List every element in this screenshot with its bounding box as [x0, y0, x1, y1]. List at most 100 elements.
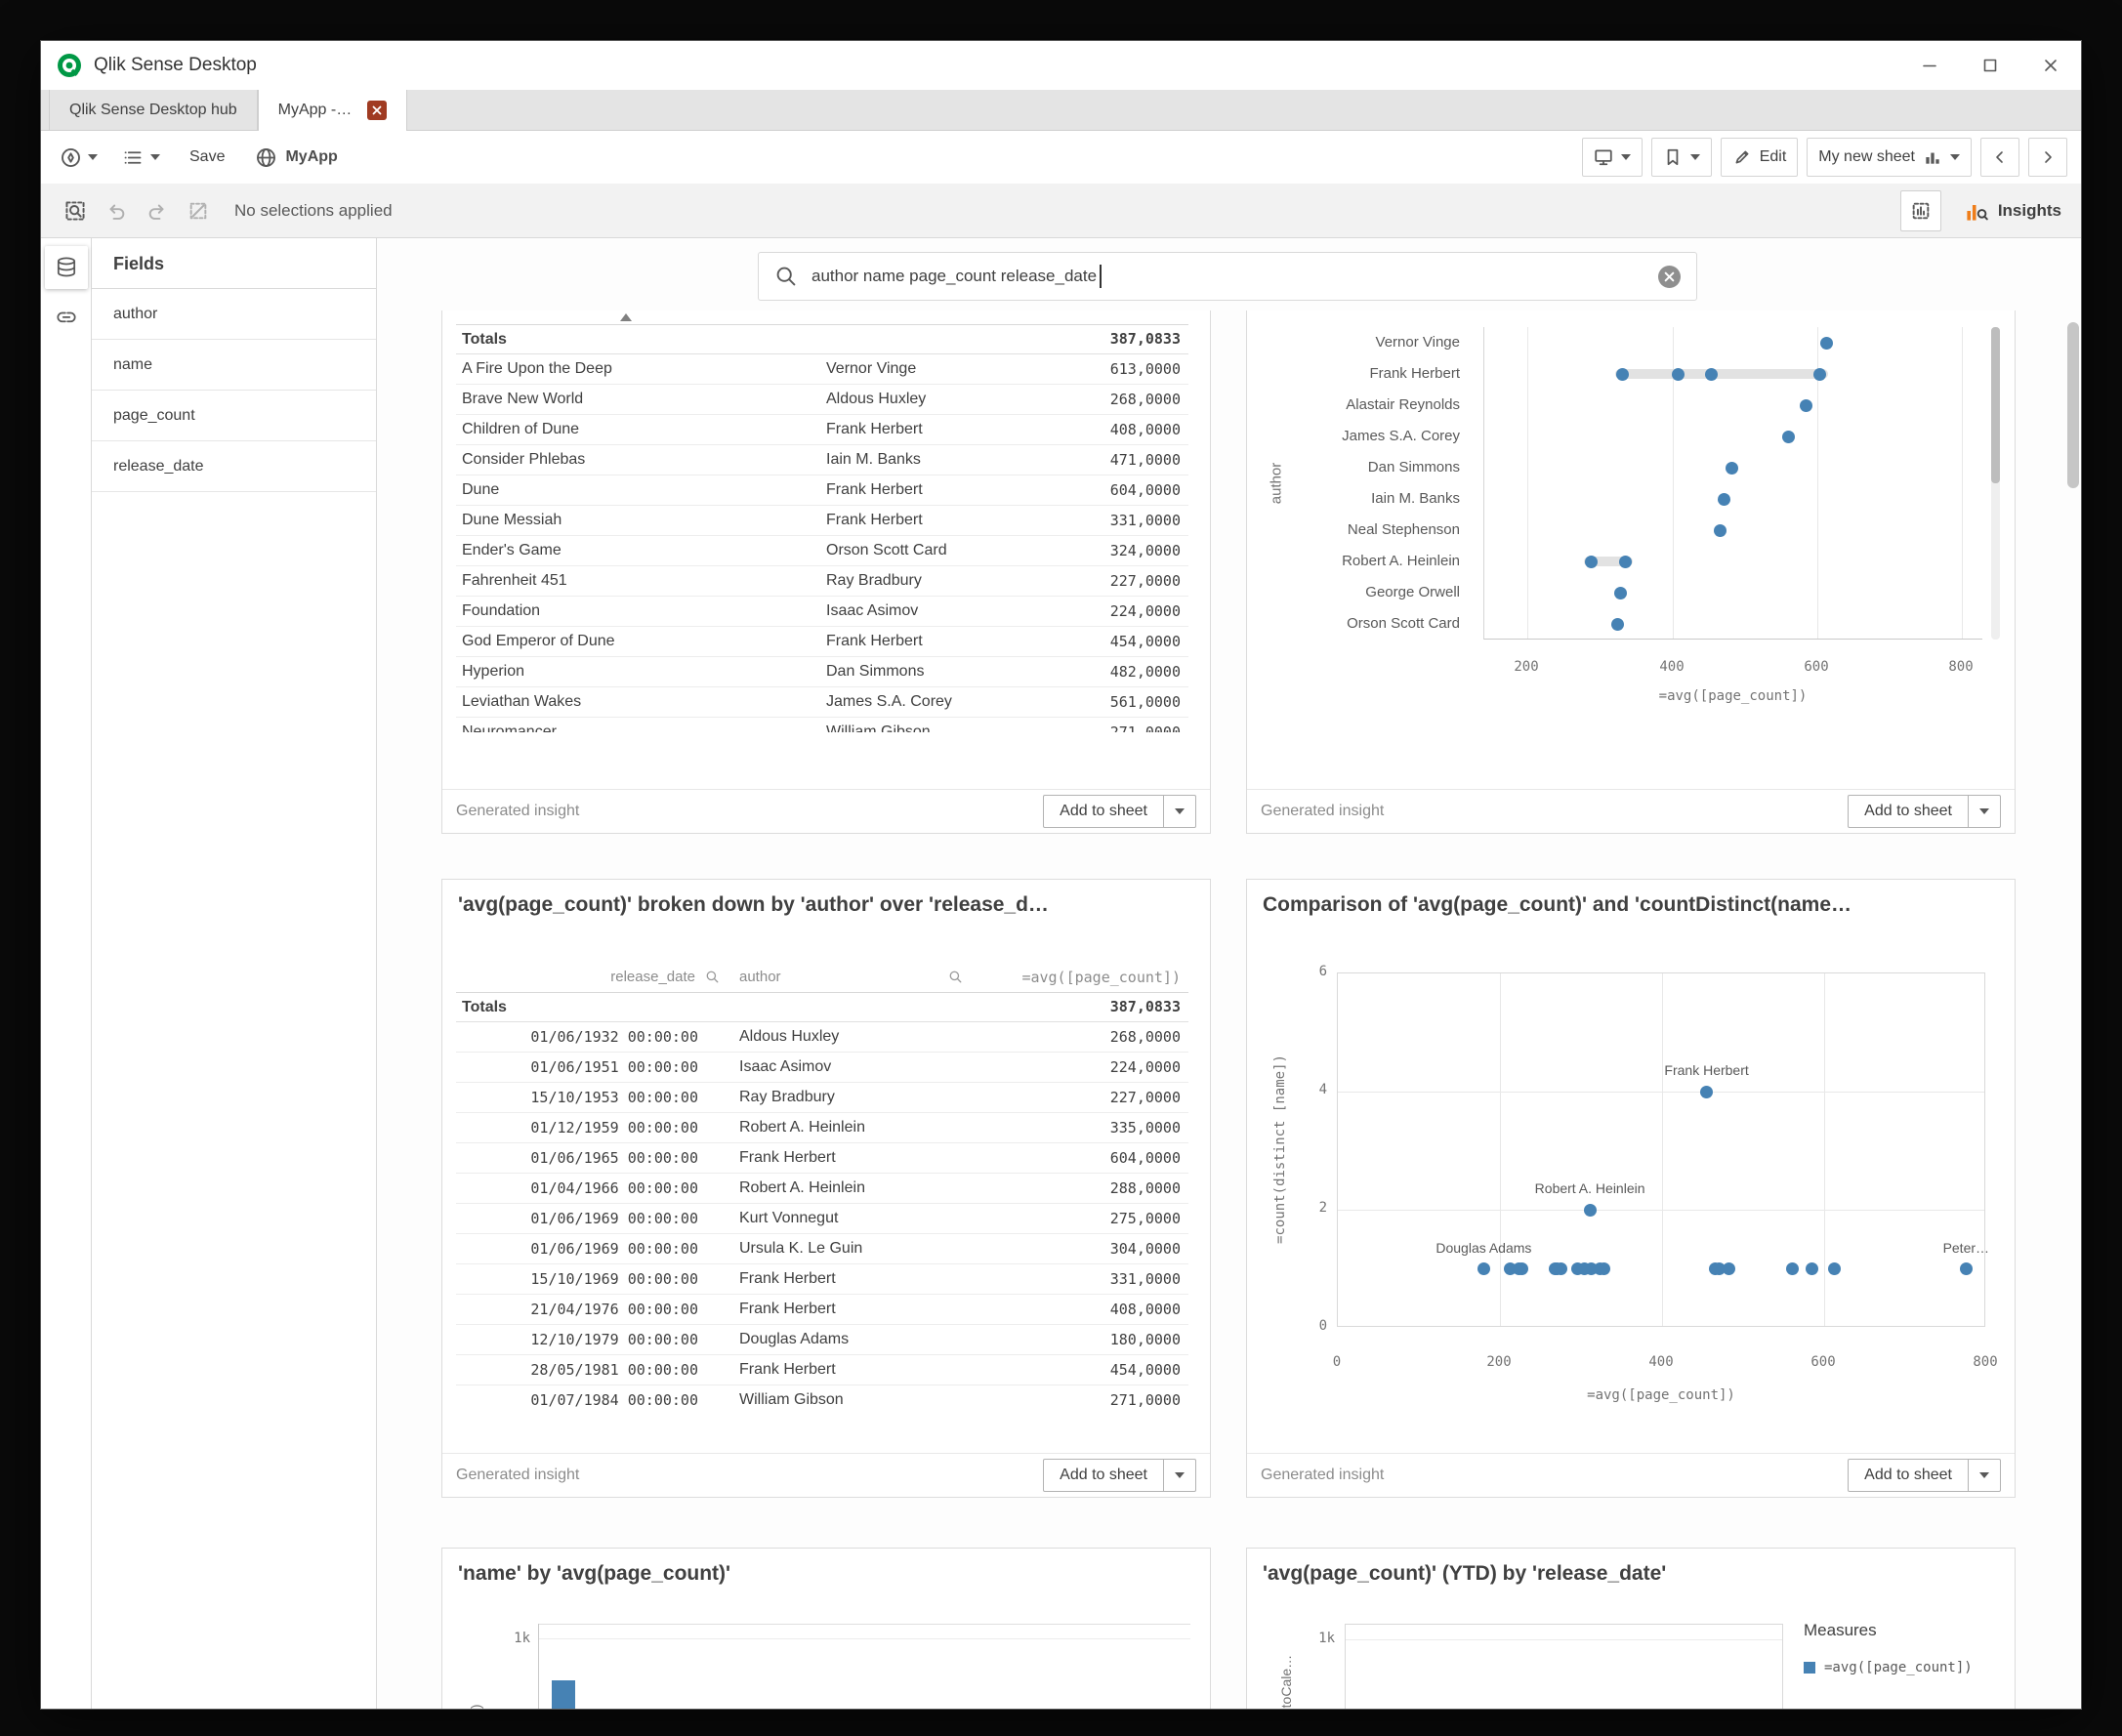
table-row[interactable]: 01/12/1959 00:00:00 Robert A. Heinlein 335… [456, 1113, 1188, 1143]
data-manager-icon[interactable] [44, 246, 88, 289]
close-button[interactable] [2020, 41, 2081, 90]
add-to-sheet-dropdown[interactable] [1968, 795, 2001, 828]
vertical-scrollbar[interactable] [2067, 312, 2079, 1705]
table-row[interactable]: Dune Frank Herbert 604,0000 [456, 475, 1188, 506]
data-point[interactable] [1583, 1203, 1597, 1217]
add-to-sheet-button[interactable]: Add to sheet [1043, 795, 1164, 828]
table-row[interactable]: Ender's Game Orson Scott Card 324,0000 [456, 536, 1188, 566]
insights-search[interactable]: author name page_count release_date [758, 252, 1697, 301]
storytelling-button[interactable] [1581, 138, 1643, 177]
table-row[interactable]: Brave New World Aldous Huxley 268,0000 [456, 385, 1188, 415]
table-row[interactable]: Consider Phlebas Iain M. Banks 471,0000 [456, 445, 1188, 475]
add-to-sheet-button[interactable]: Add to sheet [1848, 795, 1969, 828]
data-point[interactable] [1786, 1262, 1800, 1275]
plot-area[interactable] [1483, 327, 1982, 640]
navigation-menu-button[interactable] [55, 142, 104, 174]
data-point[interactable] [1477, 1262, 1490, 1275]
data-point[interactable] [1554, 1262, 1567, 1275]
tab-myapp[interactable]: MyApp -… [257, 90, 408, 131]
data-point[interactable] [1585, 555, 1599, 568]
bar[interactable] [552, 1680, 575, 1709]
table-row[interactable]: Neuromancer William Gibson 271,0000 [456, 718, 1188, 732]
legend-item[interactable]: =avg([page_count]) [1804, 1660, 1973, 1675]
column-header-measure[interactable]: =avg([page_count]) [1021, 968, 1181, 986]
data-point[interactable] [1700, 1085, 1714, 1098]
data-point[interactable] [1722, 1262, 1735, 1275]
data-point[interactable] [1515, 1262, 1528, 1275]
data-point[interactable] [1616, 367, 1629, 381]
data-point[interactable] [1672, 367, 1685, 381]
table-row[interactable]: Hyperion Dan Simmons 482,0000 [456, 657, 1188, 687]
table-header[interactable] [456, 310, 1188, 325]
table-row[interactable]: 01/04/1966 00:00:00 Robert A. Heinlein 288… [456, 1174, 1188, 1204]
field-item-name[interactable]: name [92, 340, 376, 391]
edit-button[interactable]: Edit [1720, 138, 1799, 177]
search-icon[interactable] [705, 970, 720, 984]
data-point[interactable] [1725, 461, 1738, 475]
data-point[interactable] [1800, 398, 1813, 412]
table-row[interactable]: God Emperor of Dune Frank Herbert 454,0000 [456, 627, 1188, 657]
link-icon[interactable] [45, 297, 88, 340]
data-point[interactable] [1705, 367, 1718, 381]
add-to-sheet-dropdown[interactable] [1163, 1459, 1196, 1492]
table-row[interactable]: Leviathan Wakes James S.A. Corey 561,0000 [456, 687, 1188, 718]
field-item-page_count[interactable]: page_count [92, 391, 376, 441]
table-row[interactable]: 12/10/1979 00:00:00 Douglas Adams 180,0000 [456, 1325, 1188, 1355]
add-to-sheet-button[interactable]: Add to sheet [1043, 1459, 1164, 1492]
prev-sheet-button[interactable] [1980, 138, 2019, 177]
chart-scrollbar[interactable] [1991, 327, 2000, 640]
tab-hub[interactable]: Qlik Sense Desktop hub [49, 90, 258, 130]
data-point[interactable] [1959, 1262, 1973, 1275]
data-point[interactable] [1813, 367, 1827, 381]
add-to-sheet-button[interactable]: Add to sheet [1848, 1459, 1969, 1492]
data-point[interactable] [1806, 1262, 1818, 1275]
table-row[interactable]: 01/07/1984 00:00:00 William Gibson 271,000… [456, 1385, 1188, 1408]
add-to-sheet-dropdown[interactable] [1968, 1459, 2001, 1492]
selections-tool-button[interactable] [1899, 189, 1941, 231]
table-row[interactable]: A Fire Upon the Deep Vernor Vinge 613,0000 [456, 354, 1188, 385]
table-row[interactable]: Dune Messiah Frank Herbert 331,0000 [456, 506, 1188, 536]
save-button[interactable]: Save [180, 143, 234, 172]
scrollbar-thumb[interactable] [2067, 322, 2079, 488]
column-header-release-date[interactable]: release_date [456, 969, 733, 985]
data-point[interactable] [1828, 1262, 1842, 1275]
column-header-author[interactable]: author [733, 969, 977, 985]
insights-toggle[interactable]: Insights [1959, 199, 2067, 223]
maximize-button[interactable] [1960, 41, 2020, 90]
table-row[interactable]: 01/06/1969 00:00:00 Ursula K. Le Guin 304,… [456, 1234, 1188, 1264]
field-item-author[interactable]: author [92, 289, 376, 340]
table-row[interactable]: 01/06/1932 00:00:00 Aldous Huxley 268,0000 [456, 1022, 1188, 1053]
next-sheet-button[interactable] [2028, 138, 2067, 177]
app-objects-button[interactable] [117, 142, 166, 174]
undo-icon[interactable] [96, 190, 137, 231]
minimize-button[interactable] [1899, 41, 1960, 90]
table-row[interactable]: 01/06/1969 00:00:00 Kurt Vonnegut 275,0000 [456, 1204, 1188, 1234]
add-to-sheet-dropdown[interactable] [1163, 795, 1196, 828]
table-row[interactable]: 01/06/1965 00:00:00 Frank Herbert 604,0000 [456, 1143, 1188, 1174]
data-point[interactable] [1618, 555, 1632, 568]
table-row[interactable]: 21/04/1976 00:00:00 Frank Herbert 408,0000 [456, 1295, 1188, 1325]
redo-icon[interactable] [137, 190, 178, 231]
clear-selections-icon[interactable] [178, 190, 219, 231]
bookmarks-button[interactable] [1650, 138, 1712, 177]
data-point[interactable] [1717, 492, 1730, 506]
table-row[interactable]: 15/10/1969 00:00:00 Frank Herbert 331,0000 [456, 1264, 1188, 1295]
plot-area[interactable]: Douglas Adams Robert A. Heinlein Frank Her… [1337, 972, 1989, 1327]
table-row[interactable]: Fahrenheit 451 Ray Bradbury 227,0000 [456, 566, 1188, 597]
data-point[interactable] [1819, 336, 1833, 350]
table-row[interactable]: 28/05/1981 00:00:00 Frank Herbert 454,0000 [456, 1355, 1188, 1385]
data-point[interactable] [1610, 617, 1624, 631]
plot-area[interactable] [1345, 1624, 1783, 1709]
table-row[interactable]: 01/06/1951 00:00:00 Isaac Asimov 224,0000 [456, 1053, 1188, 1083]
data-point[interactable] [1713, 523, 1727, 537]
table-row[interactable]: 15/10/1953 00:00:00 Ray Bradbury 227,0000 [456, 1083, 1188, 1113]
clear-search-icon[interactable] [1658, 265, 1681, 288]
data-point[interactable] [1782, 430, 1796, 443]
field-item-release_date[interactable]: release_date [92, 441, 376, 492]
scrollbar-thumb[interactable] [1991, 327, 2000, 483]
search-icon[interactable] [948, 970, 963, 984]
app-title-chip[interactable]: MyApp [256, 147, 338, 168]
tab-close-icon[interactable] [367, 101, 388, 120]
table-row[interactable]: Children of Dune Frank Herbert 408,0000 [456, 415, 1188, 445]
smart-search-icon[interactable] [55, 190, 96, 231]
